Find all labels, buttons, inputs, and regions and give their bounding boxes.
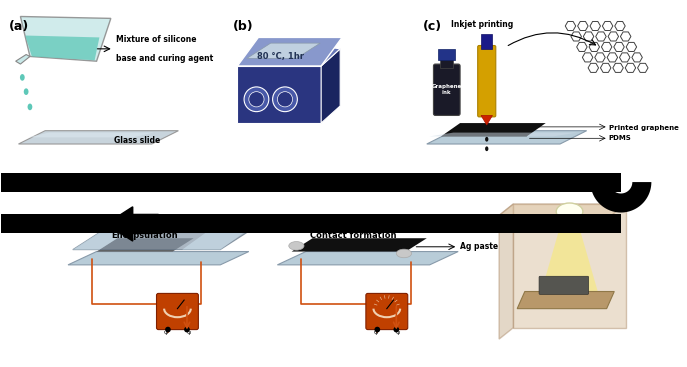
Bar <box>513 204 626 328</box>
Polygon shape <box>429 132 577 137</box>
Polygon shape <box>97 238 194 251</box>
Circle shape <box>165 327 171 333</box>
Ellipse shape <box>485 127 488 132</box>
Polygon shape <box>499 204 626 215</box>
Circle shape <box>374 327 380 333</box>
Circle shape <box>394 327 399 333</box>
Polygon shape <box>321 49 340 123</box>
Text: (e): (e) <box>330 223 350 236</box>
Bar <box>1 214 621 233</box>
Ellipse shape <box>485 146 488 151</box>
Polygon shape <box>278 251 458 265</box>
Polygon shape <box>28 132 154 137</box>
Polygon shape <box>16 55 30 64</box>
Text: Printed graphene: Printed graphene <box>609 125 679 131</box>
Polygon shape <box>441 123 545 137</box>
Polygon shape <box>247 43 320 58</box>
FancyBboxPatch shape <box>433 64 460 116</box>
Text: Ψ: Ψ <box>396 331 401 336</box>
Circle shape <box>249 92 264 107</box>
Polygon shape <box>292 238 427 251</box>
Bar <box>1 172 621 192</box>
FancyBboxPatch shape <box>157 294 199 330</box>
Polygon shape <box>25 36 100 60</box>
Circle shape <box>184 327 190 333</box>
Polygon shape <box>517 291 614 309</box>
Text: (d): (d) <box>480 177 501 190</box>
Text: Contact formation: Contact formation <box>311 230 397 240</box>
Polygon shape <box>73 233 126 250</box>
Text: (a): (a) <box>9 20 30 33</box>
Ellipse shape <box>27 103 32 110</box>
Polygon shape <box>499 204 513 339</box>
Bar <box>440 58 453 68</box>
Text: base and curing agent: base and curing agent <box>115 54 213 63</box>
Text: Ψ: Ψ <box>187 331 191 336</box>
Polygon shape <box>539 220 600 299</box>
FancyBboxPatch shape <box>477 46 496 117</box>
Text: (c): (c) <box>423 20 442 33</box>
Text: Ag paste: Ag paste <box>460 242 498 251</box>
Text: Encapsulation: Encapsulation <box>111 230 177 240</box>
Circle shape <box>244 87 269 112</box>
Polygon shape <box>182 233 244 250</box>
Ellipse shape <box>556 203 583 220</box>
Bar <box>481 34 493 49</box>
Bar <box>438 49 455 60</box>
FancyArrow shape <box>106 207 159 241</box>
Polygon shape <box>73 233 247 250</box>
Text: Mixture of silicone: Mixture of silicone <box>115 35 196 44</box>
Polygon shape <box>427 131 587 144</box>
Text: Ψ: Ψ <box>373 331 378 336</box>
Polygon shape <box>238 37 342 66</box>
Text: Graphene
ink: Graphene ink <box>431 84 462 95</box>
Text: Photonic sintering: Photonic sintering <box>522 181 602 190</box>
Text: PDMS: PDMS <box>609 135 631 141</box>
Polygon shape <box>481 116 493 125</box>
Text: 80 °C, 1hr: 80 °C, 1hr <box>257 52 304 61</box>
Text: Glass slide: Glass slide <box>113 136 160 145</box>
Polygon shape <box>19 131 179 144</box>
Circle shape <box>278 92 293 107</box>
Ellipse shape <box>24 88 29 95</box>
Polygon shape <box>238 37 340 66</box>
Text: (f): (f) <box>120 223 137 236</box>
Polygon shape <box>68 251 249 265</box>
Ellipse shape <box>289 241 304 250</box>
Circle shape <box>273 87 297 112</box>
Polygon shape <box>590 182 651 212</box>
Ellipse shape <box>20 74 25 81</box>
Text: Ψ: Ψ <box>164 331 168 336</box>
Text: (b): (b) <box>233 20 254 33</box>
Ellipse shape <box>396 249 412 258</box>
Polygon shape <box>21 17 111 61</box>
FancyBboxPatch shape <box>366 294 408 330</box>
FancyBboxPatch shape <box>539 276 589 294</box>
Polygon shape <box>238 66 321 123</box>
Ellipse shape <box>485 137 488 142</box>
Text: Inkjet printing: Inkjet printing <box>451 20 513 29</box>
